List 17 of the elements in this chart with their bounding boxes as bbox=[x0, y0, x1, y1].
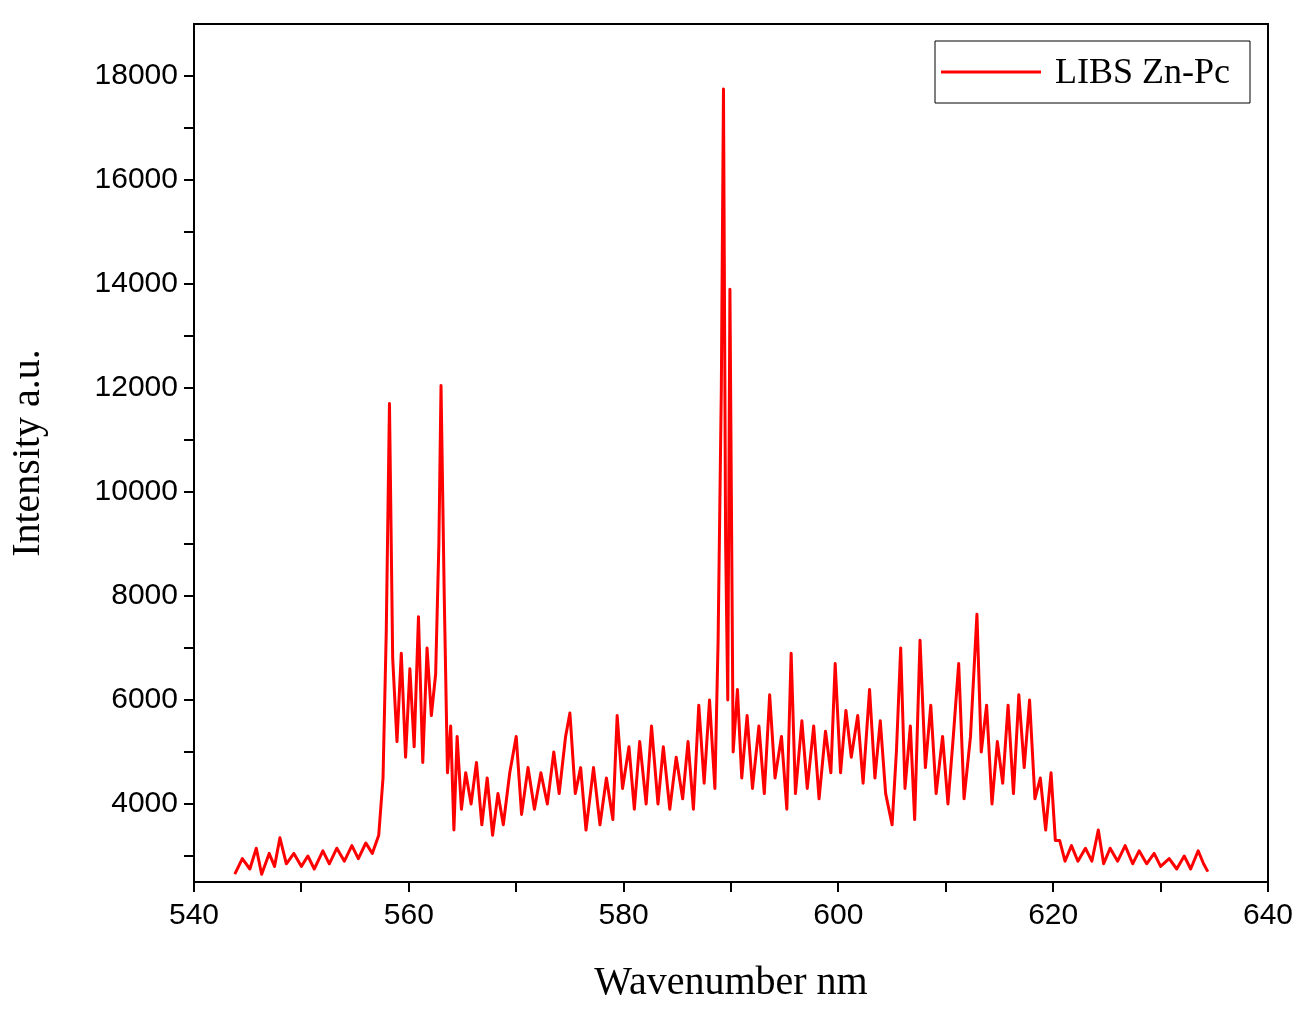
y-axis-title: Intensity a.u. bbox=[2, 349, 48, 557]
x-tick-label: 560 bbox=[383, 897, 434, 931]
x-tick-label: 640 bbox=[1242, 897, 1294, 931]
y-tick-label: 8000 bbox=[111, 577, 178, 611]
x-tick-label: 540 bbox=[168, 897, 220, 931]
y-tick-label: 10000 bbox=[94, 473, 178, 507]
x-axis-title: Wavenumber nm bbox=[594, 957, 868, 1003]
y-tick-label: 6000 bbox=[111, 681, 178, 715]
y-tick-label: 16000 bbox=[94, 161, 178, 195]
y-tick-label: 4000 bbox=[111, 785, 178, 819]
x-tick-label: 620 bbox=[1028, 897, 1079, 931]
y-tick-label: 18000 bbox=[94, 57, 178, 91]
y-tick-label: 12000 bbox=[94, 369, 178, 403]
x-tick-label: 600 bbox=[813, 897, 864, 931]
x-tick-label: 580 bbox=[598, 897, 649, 931]
legend-label: LIBS Zn-Pc bbox=[1055, 51, 1231, 92]
y-tick-label: 14000 bbox=[94, 265, 178, 299]
